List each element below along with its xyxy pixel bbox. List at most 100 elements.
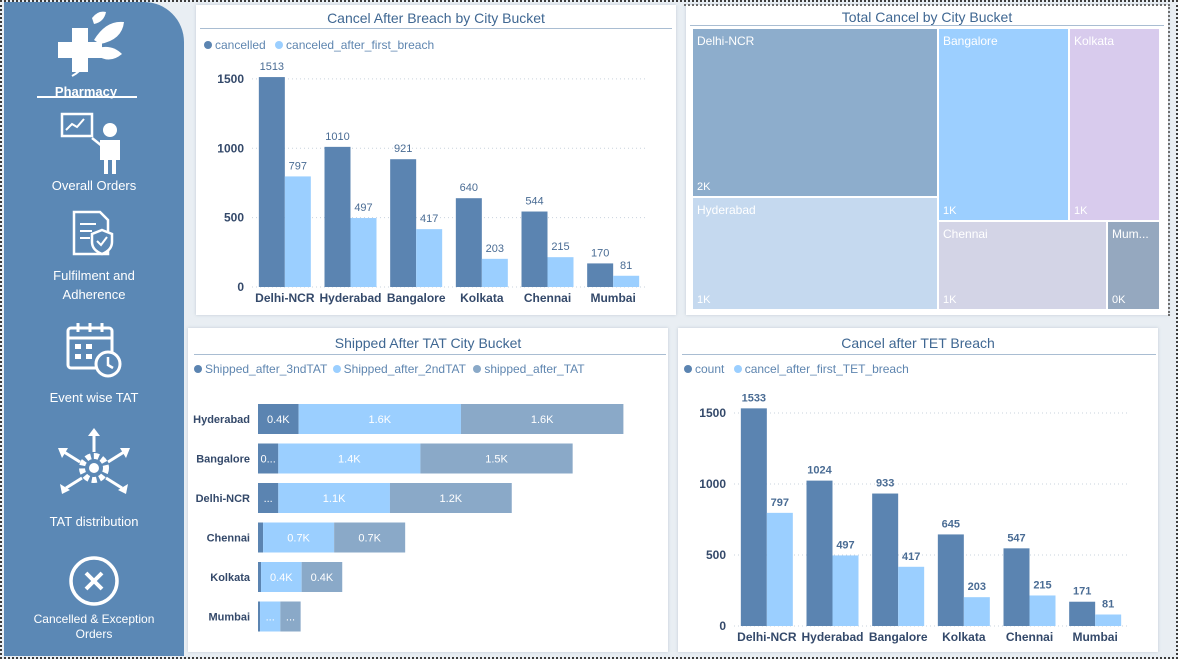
bar-segment[interactable] xyxy=(278,443,421,474)
bar-segment[interactable] xyxy=(258,404,299,434)
treemap-cell[interactable]: Chennai 1K xyxy=(938,221,1107,310)
bar[interactable] xyxy=(324,146,351,287)
treemap-cell-value: 1K xyxy=(697,294,711,306)
shipped-tat-chart: Hyderabad 0.4K 1.6K 1.6K Bangalore 0... 1.4K 1.… xyxy=(193,404,624,632)
cancel-breach-panel: Cancel After Breach by City Bucket cance… xyxy=(196,5,676,315)
legend-dot xyxy=(275,41,284,49)
data-label: 0.4K xyxy=(270,572,293,584)
bar[interactable] xyxy=(547,257,574,287)
bar[interactable] xyxy=(832,555,859,626)
data-label: ... xyxy=(264,493,273,505)
nav-cancelled-exception[interactable]: Cancelled & Exception Orders xyxy=(4,554,184,642)
nav-overall-orders[interactable]: Overall Orders xyxy=(4,110,184,195)
bar[interactable] xyxy=(481,258,508,287)
nav-fulfilment-adherence[interactable]: Fulfilment and Adherence xyxy=(4,206,184,304)
bar-segment[interactable] xyxy=(389,483,512,513)
legend-item[interactable]: count xyxy=(684,362,724,376)
bar-segment[interactable] xyxy=(461,404,624,434)
treemap-cell-value: 1K xyxy=(943,205,957,217)
y-tick-label: Delhi-NCR xyxy=(196,493,250,505)
bar-segment[interactable] xyxy=(260,601,281,632)
data-label: 497 xyxy=(354,202,372,214)
bar[interactable] xyxy=(350,218,377,287)
bar[interactable] xyxy=(416,229,443,287)
nav-label: Event wise TAT xyxy=(49,390,139,405)
treemap-cell-value: 0K xyxy=(1112,294,1126,306)
data-label: 81 xyxy=(1102,599,1114,611)
bar[interactable] xyxy=(1069,601,1096,626)
legend-item[interactable]: Shipped_after_2ndTAT xyxy=(332,362,466,376)
bar[interactable] xyxy=(521,211,548,287)
data-label: 203 xyxy=(486,243,504,255)
legend-label: cancelled xyxy=(215,38,266,52)
bar-segment[interactable] xyxy=(298,404,461,434)
bar-segment[interactable] xyxy=(258,522,264,553)
bar-segment[interactable] xyxy=(278,483,390,513)
treemap-cell[interactable]: Mum... 0K xyxy=(1107,221,1160,310)
bar[interactable] xyxy=(898,566,925,626)
y-tick-label: 0 xyxy=(719,619,726,633)
y-tick-label: 1500 xyxy=(217,72,244,86)
bar[interactable] xyxy=(587,263,614,287)
treemap-cell[interactable]: Delhi-NCR 2K xyxy=(692,28,938,197)
bar-segment[interactable] xyxy=(280,601,301,632)
bar[interactable] xyxy=(937,534,964,626)
bar[interactable] xyxy=(1095,614,1122,627)
cancel-tet-chart: 0 500 1000 1500 1533 797 Delhi-NCR 1024 497 Hyder… xyxy=(699,392,1128,644)
y-tick-label: 500 xyxy=(706,548,726,562)
bar[interactable] xyxy=(390,159,417,287)
x-tick-label: Hyderabad xyxy=(319,291,381,305)
bar[interactable] xyxy=(766,512,793,626)
treemap-cell-value: 1K xyxy=(943,294,957,306)
bar[interactable] xyxy=(258,77,285,287)
data-label: 170 xyxy=(591,247,609,259)
bar-segment[interactable] xyxy=(258,483,279,513)
legend-item[interactable]: shipped_after_TAT xyxy=(473,362,585,376)
bar-segment[interactable] xyxy=(334,522,406,553)
legend-item[interactable]: cancel_after_first_TET_breach xyxy=(733,362,909,376)
bar[interactable] xyxy=(1003,548,1030,626)
bar[interactable] xyxy=(455,198,482,287)
data-label: 1.5K xyxy=(485,454,508,466)
x-tick-label: Chennai xyxy=(1006,630,1053,644)
bar-segment[interactable] xyxy=(263,522,335,553)
treemap-cell[interactable]: Hyderabad 1K xyxy=(692,197,938,310)
bar-segment[interactable] xyxy=(420,443,573,474)
data-label: 215 xyxy=(551,241,569,253)
treemap-cell-label: Hyderabad xyxy=(697,203,756,217)
nav-tat-distribution[interactable]: TAT distribution xyxy=(4,428,184,531)
data-label: 1.1K xyxy=(323,493,346,505)
bar[interactable] xyxy=(740,408,767,626)
treemap-cell-value: 2K xyxy=(697,181,711,193)
bar[interactable] xyxy=(872,493,899,626)
bar-segment[interactable] xyxy=(258,443,279,474)
treemap-cell[interactable]: Bangalore 1K xyxy=(938,28,1069,221)
legend-item[interactable]: Shipped_after_3ndTAT xyxy=(194,362,327,376)
bar-segment[interactable] xyxy=(258,562,262,592)
bar[interactable] xyxy=(1029,595,1056,626)
treemap-cell-label: Bangalore xyxy=(943,34,998,48)
bar[interactable] xyxy=(284,176,311,287)
legend-item[interactable]: canceled_after_first_breach xyxy=(275,38,434,52)
treemap-cell[interactable]: Kolkata 1K xyxy=(1069,28,1160,221)
legend-item[interactable]: cancelled xyxy=(204,38,266,52)
y-tick-label: Hyderabad xyxy=(193,414,250,426)
shipped-tat-panel: Shipped After TAT City Bucket Shipped_af… xyxy=(188,328,668,652)
data-label: 1.6K xyxy=(531,414,554,426)
y-tick-label: 0 xyxy=(237,280,244,294)
nav-pharmacy[interactable]: Pharmacy xyxy=(4,10,184,101)
bar-segment[interactable] xyxy=(261,562,302,592)
x-tick-label: Mumbai xyxy=(590,291,635,305)
data-label: 1513 xyxy=(260,61,284,73)
legend-dot xyxy=(473,365,482,373)
x-tick-label: Bangalore xyxy=(869,630,928,644)
bar[interactable] xyxy=(963,597,990,626)
nav-event-wise-tat[interactable]: Event wise TAT xyxy=(4,320,184,407)
y-tick-label: Kolkata xyxy=(210,572,251,584)
bar-segment[interactable] xyxy=(258,601,261,632)
legend-dot xyxy=(332,365,341,373)
bar[interactable] xyxy=(613,275,640,287)
chart-legend: Shipped_after_3ndTAT Shipped_after_2ndTA… xyxy=(194,362,591,376)
bar[interactable] xyxy=(806,480,833,626)
bar-segment[interactable] xyxy=(301,562,343,592)
